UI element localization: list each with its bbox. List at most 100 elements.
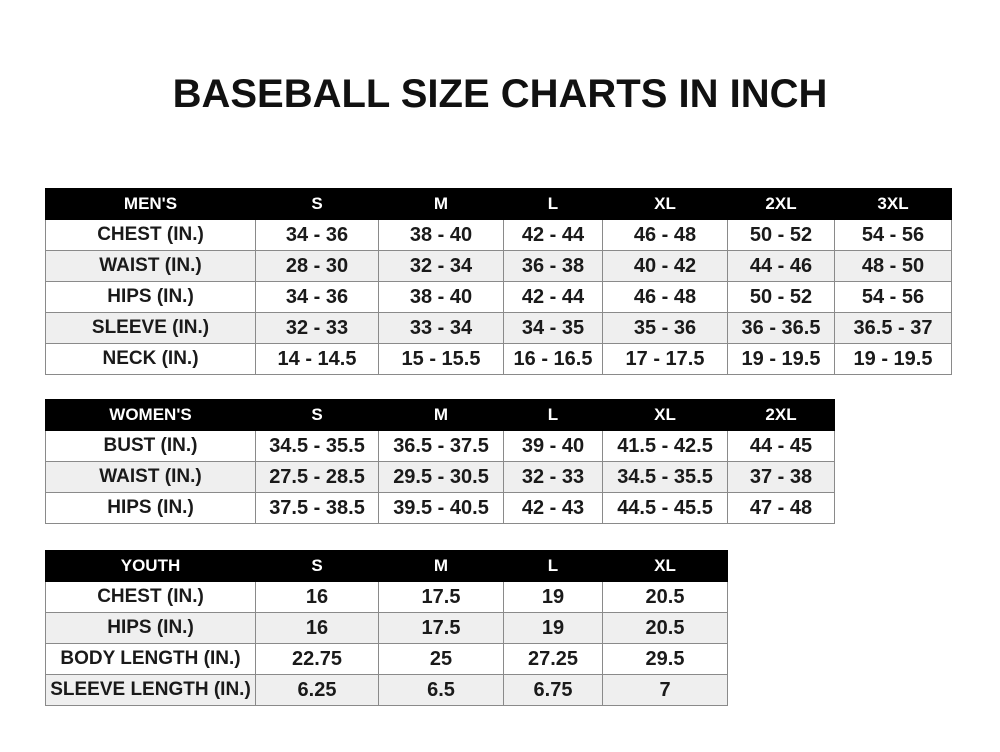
mens-size-table: MEN'S S M L XL 2XL 3XL CHEST (IN.) 34 - 36 38 - 4… <box>45 188 952 375</box>
measurement-label: NECK (IN.) <box>45 343 256 375</box>
table-row: HIPS (IN.) 37.5 - 38.5 39.5 - 40.5 42 - 43 4… <box>45 492 835 524</box>
size-value-cell: 36.5 - 37 <box>834 312 952 344</box>
size-value-cell: 17.5 <box>378 612 504 644</box>
table-category-header: YOUTH <box>45 550 256 582</box>
table-row: NECK (IN.) 14 - 14.5 15 - 15.5 16 - 16.5 17 … <box>45 343 952 375</box>
size-value-cell: 15 - 15.5 <box>378 343 504 375</box>
size-value-cell: 44.5 - 45.5 <box>602 492 728 524</box>
measurement-label: HIPS (IN.) <box>45 281 256 313</box>
size-value-cell: 44 - 45 <box>727 430 835 462</box>
size-value-cell: 19 <box>503 581 603 613</box>
size-value-cell: 20.5 <box>602 612 728 644</box>
measurement-label: WAIST (IN.) <box>45 461 256 493</box>
table-row: CHEST (IN.) 16 17.5 19 20.5 <box>45 581 728 613</box>
size-value-cell: 28 - 30 <box>255 250 379 282</box>
size-value-cell: 54 - 56 <box>834 281 952 313</box>
size-column-header: S <box>255 188 379 220</box>
size-value-cell: 17.5 <box>378 581 504 613</box>
table-category-header: WOMEN'S <box>45 399 256 431</box>
table-row: HIPS (IN.) 34 - 36 38 - 40 42 - 44 46 - 48 50… <box>45 281 952 313</box>
measurement-label: BUST (IN.) <box>45 430 256 462</box>
size-column-header: XL <box>602 399 728 431</box>
table-header-row: YOUTH S M L XL <box>45 550 728 582</box>
size-value-cell: 39.5 - 40.5 <box>378 492 504 524</box>
size-column-header: S <box>255 399 379 431</box>
measurement-label: CHEST (IN.) <box>45 219 256 251</box>
size-value-cell: 20.5 <box>602 581 728 613</box>
table-row: BODY LENGTH (IN.) 22.75 25 27.25 29.5 <box>45 643 728 675</box>
table-row: WAIST (IN.) 27.5 - 28.5 29.5 - 30.5 32 - 33… <box>45 461 835 493</box>
size-value-cell: 14 - 14.5 <box>255 343 379 375</box>
table-row: HIPS (IN.) 16 17.5 19 20.5 <box>45 612 728 644</box>
size-value-cell: 36 - 36.5 <box>727 312 835 344</box>
size-value-cell: 16 - 16.5 <box>503 343 603 375</box>
size-value-cell: 34 - 36 <box>255 219 379 251</box>
size-value-cell: 27.5 - 28.5 <box>255 461 379 493</box>
table-header-row: WOMEN'S S M L XL 2XL <box>45 399 835 431</box>
size-column-header: 2XL <box>727 188 835 220</box>
size-value-cell: 39 - 40 <box>503 430 603 462</box>
measurement-label: HIPS (IN.) <box>45 612 256 644</box>
table-row: BUST (IN.) 34.5 - 35.5 36.5 - 37.5 39 - 40 4… <box>45 430 835 462</box>
size-value-cell: 33 - 34 <box>378 312 504 344</box>
size-column-header: 2XL <box>727 399 835 431</box>
size-value-cell: 6.25 <box>255 674 379 706</box>
size-value-cell: 36 - 38 <box>503 250 603 282</box>
size-value-cell: 32 - 33 <box>255 312 379 344</box>
measurement-label: CHEST (IN.) <box>45 581 256 613</box>
size-value-cell: 38 - 40 <box>378 281 504 313</box>
size-value-cell: 48 - 50 <box>834 250 952 282</box>
size-value-cell: 34 - 36 <box>255 281 379 313</box>
size-value-cell: 42 - 44 <box>503 219 603 251</box>
size-value-cell: 35 - 36 <box>602 312 728 344</box>
size-value-cell: 46 - 48 <box>602 281 728 313</box>
size-column-header: L <box>503 188 603 220</box>
size-value-cell: 27.25 <box>503 643 603 675</box>
youth-size-table: YOUTH S M L XL CHEST (IN.) 16 17.5 19 20.5 HIPS (I… <box>45 550 728 706</box>
size-value-cell: 42 - 43 <box>503 492 603 524</box>
size-value-cell: 44 - 46 <box>727 250 835 282</box>
size-value-cell: 34.5 - 35.5 <box>255 430 379 462</box>
measurement-label: BODY LENGTH (IN.) <box>45 643 256 675</box>
size-value-cell: 19 <box>503 612 603 644</box>
size-value-cell: 37.5 - 38.5 <box>255 492 379 524</box>
measurement-label: SLEEVE LENGTH (IN.) <box>45 674 256 706</box>
size-column-header: M <box>378 188 504 220</box>
size-value-cell: 34.5 - 35.5 <box>602 461 728 493</box>
size-value-cell: 16 <box>255 581 379 613</box>
table-category-header: MEN'S <box>45 188 256 220</box>
size-value-cell: 22.75 <box>255 643 379 675</box>
womens-size-table: WOMEN'S S M L XL 2XL BUST (IN.) 34.5 - 35.5 36.5… <box>45 399 835 524</box>
measurement-label: SLEEVE (IN.) <box>45 312 256 344</box>
size-value-cell: 38 - 40 <box>378 219 504 251</box>
size-value-cell: 25 <box>378 643 504 675</box>
size-value-cell: 7 <box>602 674 728 706</box>
size-value-cell: 32 - 34 <box>378 250 504 282</box>
size-value-cell: 41.5 - 42.5 <box>602 430 728 462</box>
size-value-cell: 17 - 17.5 <box>602 343 728 375</box>
size-value-cell: 47 - 48 <box>727 492 835 524</box>
size-column-header: XL <box>602 550 728 582</box>
size-value-cell: 19 - 19.5 <box>727 343 835 375</box>
table-row: SLEEVE (IN.) 32 - 33 33 - 34 34 - 35 35 - 36… <box>45 312 952 344</box>
page-title: BASEBALL SIZE CHARTS IN INCH <box>172 72 828 116</box>
size-value-cell: 29.5 <box>602 643 728 675</box>
size-value-cell: 29.5 - 30.5 <box>378 461 504 493</box>
table-row: WAIST (IN.) 28 - 30 32 - 34 36 - 38 40 - 42 4… <box>45 250 952 282</box>
size-value-cell: 50 - 52 <box>727 219 835 251</box>
size-column-header: M <box>378 550 504 582</box>
size-value-cell: 6.75 <box>503 674 603 706</box>
size-value-cell: 34 - 35 <box>503 312 603 344</box>
table-row: CHEST (IN.) 34 - 36 38 - 40 42 - 44 46 - 48 5… <box>45 219 952 251</box>
size-column-header: L <box>503 550 603 582</box>
table-row: SLEEVE LENGTH (IN.) 6.25 6.5 6.75 7 <box>45 674 728 706</box>
size-value-cell: 32 - 33 <box>503 461 603 493</box>
size-value-cell: 6.5 <box>378 674 504 706</box>
size-value-cell: 16 <box>255 612 379 644</box>
size-column-header: M <box>378 399 504 431</box>
size-value-cell: 50 - 52 <box>727 281 835 313</box>
size-column-header: 3XL <box>834 188 952 220</box>
size-value-cell: 37 - 38 <box>727 461 835 493</box>
size-value-cell: 36.5 - 37.5 <box>378 430 504 462</box>
size-value-cell: 42 - 44 <box>503 281 603 313</box>
